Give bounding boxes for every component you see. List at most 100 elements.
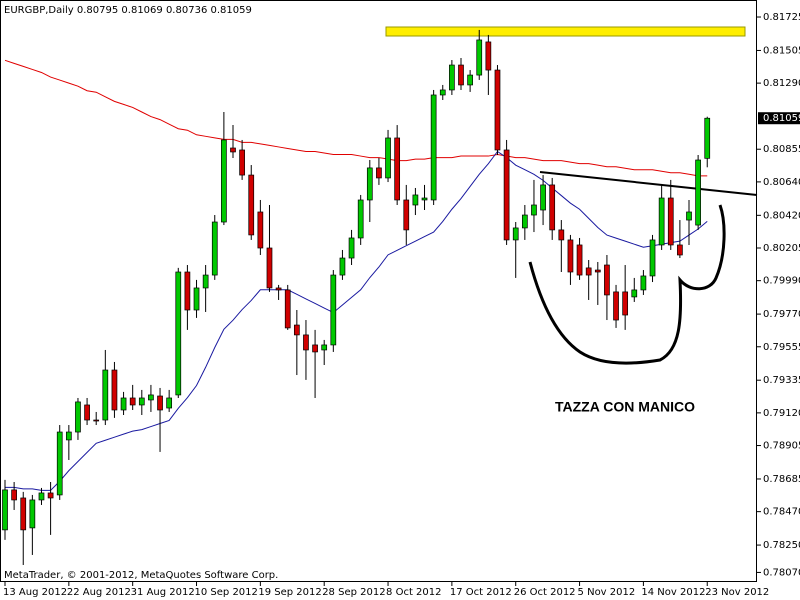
cup-handle-drawing <box>528 204 726 365</box>
candle-body <box>567 239 574 273</box>
last-price-label: 0.81059 <box>763 113 800 124</box>
x-tick-label: 22 Aug 2012 <box>67 587 131 598</box>
candle-body <box>330 274 337 346</box>
x-tick-label: 14 Nov 2012 <box>641 587 705 598</box>
last-price-box <box>758 112 800 125</box>
candle-body <box>604 264 610 296</box>
candle-body <box>175 271 182 396</box>
plot-frame <box>0 0 757 582</box>
x-tick-label: 13 Aug 2012 <box>3 587 67 598</box>
candle-body <box>376 167 382 179</box>
candle-body <box>503 149 510 241</box>
candle-body <box>485 41 492 71</box>
x-tick-label: 31 Aug 2012 <box>131 587 195 598</box>
candle-body <box>293 324 300 336</box>
candle-body <box>622 291 629 316</box>
candle-body <box>467 74 473 86</box>
candle-body <box>704 117 711 159</box>
candle-body <box>38 492 45 501</box>
chart-title: EURGBP,Daily 0.80795 0.81069 0.80736 0.8… <box>4 5 252 16</box>
candle-body <box>148 394 154 401</box>
candle-body <box>658 197 665 246</box>
candle-body <box>138 397 145 406</box>
candle-body <box>84 404 90 421</box>
candle-body <box>348 237 355 259</box>
candle-body <box>512 227 519 241</box>
moving-average <box>5 150 708 491</box>
y-tick-label: 0.81725 <box>763 12 800 23</box>
candle-body <box>476 39 483 76</box>
candle-body <box>321 344 328 351</box>
candle-body <box>394 137 401 201</box>
x-tick-label: 28 Sep 2012 <box>322 587 385 598</box>
candle-body <box>275 287 282 291</box>
y-tick-label: 0.78905 <box>763 441 800 452</box>
resistance-zone <box>385 26 746 37</box>
candle-body <box>129 397 136 406</box>
candle-body <box>558 229 565 241</box>
candle-body <box>193 287 200 311</box>
x-tick-label: 23 Nov 2012 <box>705 587 769 598</box>
candle-body <box>430 94 437 201</box>
candle-body <box>184 271 191 311</box>
copyright: MetaTrader, © 2001-2012, MetaQuotes Soft… <box>4 570 278 581</box>
candle-body <box>449 64 455 91</box>
x-tick-label: 10 Sep 2012 <box>195 587 258 598</box>
candle-body <box>640 275 647 291</box>
candle-body <box>266 247 273 289</box>
candle-body <box>202 274 209 289</box>
candle-body <box>111 369 118 411</box>
candle-body <box>29 499 36 529</box>
candle-body <box>303 334 309 351</box>
candle-body <box>385 137 391 179</box>
candle-body <box>102 369 109 421</box>
candle-body <box>613 291 619 321</box>
y-tick-label: 0.80205 <box>763 243 800 254</box>
candle-body <box>631 289 638 298</box>
candle-body <box>531 204 537 216</box>
y-tick-label: 0.81505 <box>763 45 800 56</box>
candle-body <box>257 211 264 249</box>
x-tick-label: 19 Sep 2012 <box>258 587 321 598</box>
candle-body <box>357 199 364 239</box>
candle-body <box>585 267 592 276</box>
candle-body <box>521 214 528 229</box>
annotation: TAZZA CON MANICO <box>555 399 695 415</box>
candle-body <box>549 184 556 231</box>
candle-body <box>56 431 63 496</box>
x-tick-label: 26 Oct 2012 <box>514 587 576 598</box>
candle-body <box>2 489 8 531</box>
candle-body <box>75 401 81 433</box>
candle-body <box>421 197 428 201</box>
candle-body <box>47 492 54 499</box>
candle-body <box>677 244 683 256</box>
neckline <box>539 171 758 196</box>
y-tick-label: 0.80855 <box>763 144 800 155</box>
candle-body <box>403 199 410 231</box>
candle-body <box>576 244 583 276</box>
candle-body <box>686 211 692 221</box>
candle-body <box>65 431 72 441</box>
candle-body <box>695 159 701 226</box>
candle-body <box>667 197 674 246</box>
candle-body <box>366 167 373 201</box>
candle-body <box>157 395 163 411</box>
candle-body <box>20 497 27 531</box>
candle-body <box>412 194 419 206</box>
candle-body <box>248 174 255 236</box>
candle-body <box>284 289 291 329</box>
candle-body <box>458 64 464 86</box>
candle-body <box>494 69 501 151</box>
candle-body <box>312 344 318 353</box>
candle-body <box>166 397 173 409</box>
candle-body <box>221 139 227 223</box>
x-tick-label: 17 Oct 2012 <box>450 587 512 598</box>
